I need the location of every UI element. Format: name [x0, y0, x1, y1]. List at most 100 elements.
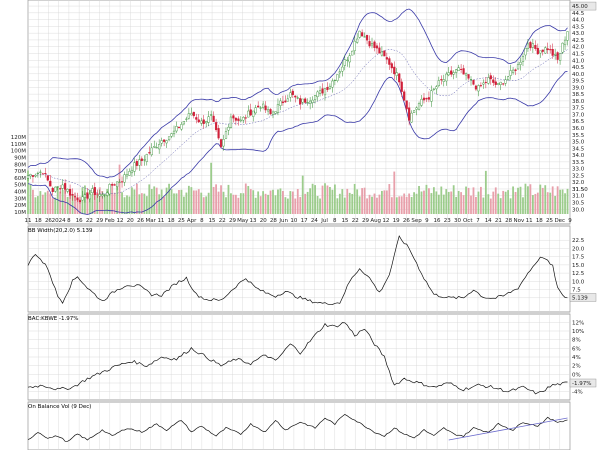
price-y-tick: 31.0: [572, 194, 585, 200]
volume-bar: [66, 196, 69, 214]
volume-bar: [470, 195, 472, 214]
price-candle: [368, 41, 371, 47]
x-tick-label: 21: [495, 218, 502, 224]
volume-bar: [336, 198, 339, 214]
price-y-tick: 36.5: [572, 119, 585, 125]
price-candle: [380, 51, 384, 56]
price-candle: [400, 81, 403, 92]
price-candle: [544, 47, 547, 54]
price-candle: [370, 43, 374, 46]
volume-bar: [126, 195, 128, 214]
volume-bar: [400, 196, 403, 214]
volume-bar: [343, 197, 346, 214]
relative-line: [27, 322, 568, 395]
price-candle: [180, 124, 183, 130]
price-candle: [363, 36, 366, 38]
price-candle: [417, 103, 421, 110]
price-candle: [158, 144, 161, 150]
price-y-tick: 30.5: [572, 201, 585, 207]
volume-bar: [462, 195, 465, 214]
volume-bar: [531, 195, 534, 214]
price-candle: [427, 97, 431, 100]
price-candle: [130, 169, 134, 174]
price-candle: [469, 79, 473, 81]
volume-bar: [519, 186, 522, 214]
x-tick-label: Apr: [187, 218, 197, 224]
price-candle: [524, 48, 527, 56]
price-candle: [68, 188, 72, 196]
relative-y-tick: -4%: [572, 390, 583, 396]
x-tick-label: 9: [568, 218, 572, 224]
price-candle: [534, 45, 537, 49]
volume-bar: [306, 191, 309, 214]
x-tick-label: Oct: [463, 218, 473, 224]
price-candle: [93, 187, 96, 195]
volume-bar: [249, 189, 252, 214]
volume-bar: [351, 193, 354, 214]
price-candle: [551, 48, 554, 56]
price-candle: [336, 74, 339, 81]
volume-bar: [373, 193, 376, 214]
x-tick-label: 20: [260, 218, 267, 224]
price-candle: [502, 83, 505, 85]
price-candle: [365, 34, 369, 41]
volume-bar: [220, 185, 222, 214]
price-candle: [269, 109, 272, 115]
volume-bar: [145, 196, 148, 214]
volume-bar: [51, 198, 54, 214]
price-candle: [205, 121, 208, 124]
volume-bar: [277, 189, 279, 214]
volume-bar: [254, 197, 257, 214]
volume-bar: [309, 188, 312, 214]
volume-bar: [86, 198, 89, 214]
relative-y-tick: 8%: [572, 338, 581, 344]
volume-bar: [247, 186, 250, 214]
x-tick-label: 8: [333, 218, 337, 224]
price-candle: [195, 117, 198, 120]
volume-bar: [195, 190, 198, 214]
price-candle: [393, 66, 396, 75]
x-tick-label: 7: [476, 218, 480, 224]
volume-y-tick: 90M: [14, 155, 26, 161]
price-candle: [217, 128, 220, 139]
volume-bar: [319, 198, 321, 214]
volume-y-tick: 70M: [14, 169, 26, 175]
price-candle: [71, 194, 74, 196]
price-candle: [187, 113, 190, 119]
x-tick-label: 25: [178, 218, 185, 224]
x-tick-label: 18: [35, 218, 42, 224]
x-tick-label: 30: [454, 218, 461, 224]
volume-bar: [504, 191, 507, 214]
volume-bar: [207, 192, 210, 214]
volume-bar: [180, 189, 183, 214]
x-tick-label: 22: [86, 218, 93, 224]
volume-bar: [237, 197, 240, 214]
volume-bar: [435, 191, 438, 214]
volume-bar: [437, 194, 440, 214]
volume-bar: [423, 190, 425, 214]
volume-bar: [371, 196, 373, 214]
price-candle: [333, 79, 336, 81]
price-y-tick: 44.5: [572, 11, 585, 17]
price-candle: [521, 55, 525, 62]
volume-bar: [76, 198, 79, 214]
price-candle: [73, 196, 77, 198]
price-y-tick: 40.5: [572, 65, 585, 71]
price-y-tick: 39.0: [572, 85, 585, 91]
price-candle: [133, 162, 136, 172]
volume-bar: [69, 192, 71, 214]
volume-bar: [128, 196, 131, 214]
volume-bar: [527, 186, 529, 214]
price-candle: [29, 174, 32, 177]
price-candle: [405, 100, 408, 110]
price-candle: [447, 72, 450, 76]
volume-bar: [425, 184, 428, 214]
price-candle: [331, 80, 334, 88]
relative-y-tick: 12%: [572, 320, 584, 326]
price-candle: [445, 73, 448, 82]
price-candle: [118, 181, 121, 183]
volume-bar: [460, 192, 463, 214]
volume-bar: [383, 190, 386, 214]
volume-bar: [131, 187, 133, 214]
